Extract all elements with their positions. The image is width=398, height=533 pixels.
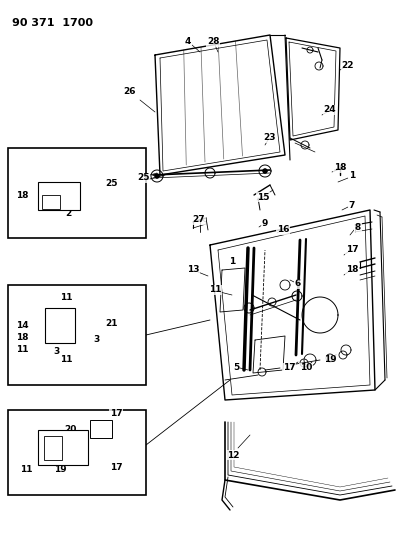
Text: 4: 4 [185, 37, 191, 46]
Text: 17: 17 [110, 464, 122, 472]
Text: 11: 11 [60, 356, 72, 365]
Text: 12: 12 [227, 450, 239, 459]
Text: 18: 18 [16, 191, 28, 200]
Text: 3: 3 [69, 318, 75, 327]
Text: 26: 26 [124, 87, 136, 96]
Text: 25: 25 [106, 179, 118, 188]
Text: 28: 28 [207, 37, 219, 46]
Text: 9: 9 [262, 220, 268, 229]
Text: 2: 2 [65, 208, 71, 217]
Bar [8, 148, 146, 238]
Text: 20: 20 [64, 425, 76, 434]
Bar [38, 182, 80, 210]
Text: 21: 21 [106, 319, 118, 327]
Text: 17: 17 [283, 364, 295, 373]
Text: 16: 16 [277, 225, 289, 235]
Text: 13: 13 [187, 265, 199, 274]
Bar [44, 436, 62, 460]
Text: 11: 11 [16, 345, 28, 354]
Bar [38, 430, 88, 465]
Text: 19: 19 [54, 465, 66, 474]
Text: 3: 3 [93, 335, 99, 344]
Bar [45, 308, 75, 343]
Text: 22: 22 [342, 61, 354, 69]
Polygon shape [263, 169, 267, 173]
Text: 3: 3 [53, 348, 59, 357]
Text: 8: 8 [355, 223, 361, 232]
Text: 1: 1 [349, 171, 355, 180]
Text: 11: 11 [20, 465, 32, 474]
Text: 11: 11 [60, 294, 72, 303]
Text: 7: 7 [349, 200, 355, 209]
Text: 18: 18 [16, 334, 28, 343]
Bar [90, 420, 112, 438]
Polygon shape [155, 174, 159, 178]
Text: 25: 25 [137, 174, 149, 182]
Bar [8, 285, 146, 385]
Text: 17: 17 [346, 246, 358, 254]
Text: 18: 18 [346, 265, 358, 274]
Text: 10: 10 [300, 364, 312, 373]
Text: 23: 23 [264, 133, 276, 142]
Bar [42, 195, 60, 209]
Text: 6: 6 [295, 279, 301, 288]
Text: 90 371  1700: 90 371 1700 [12, 18, 93, 28]
Text: 5: 5 [233, 364, 239, 373]
Text: 1: 1 [229, 257, 235, 266]
Text: 18: 18 [334, 164, 346, 173]
Text: 15: 15 [257, 192, 269, 201]
Text: 27: 27 [193, 215, 205, 224]
Bar [8, 410, 146, 495]
Text: 19: 19 [324, 356, 336, 365]
Text: 17: 17 [110, 409, 122, 418]
Text: 14: 14 [16, 321, 28, 330]
Text: 24: 24 [324, 106, 336, 115]
Text: 11: 11 [209, 286, 221, 295]
